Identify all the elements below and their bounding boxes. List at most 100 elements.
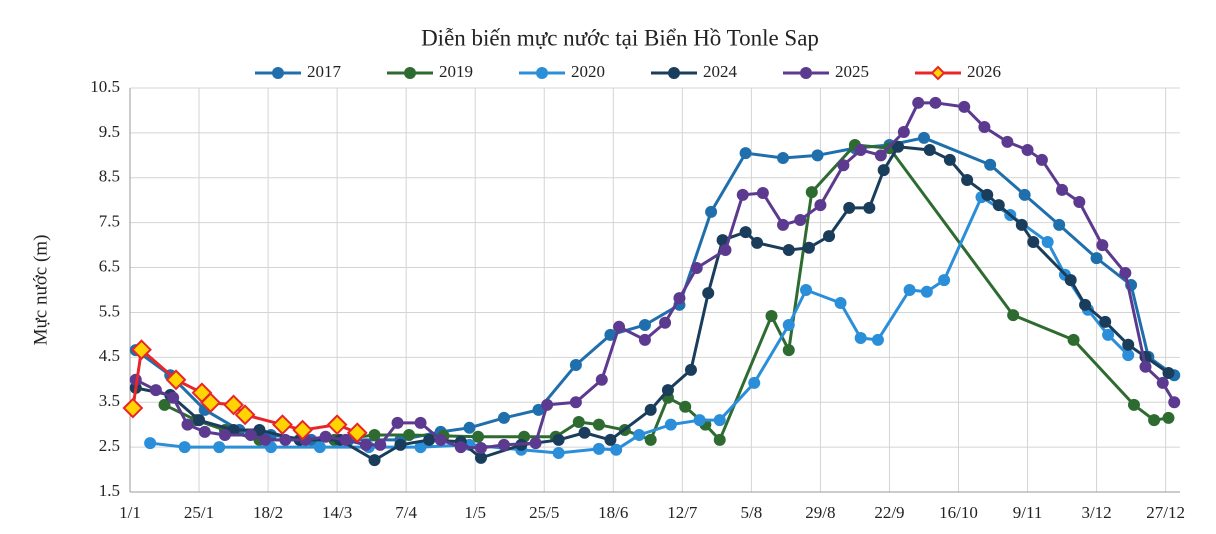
marker xyxy=(1127,398,1140,411)
marker xyxy=(938,274,951,287)
marker xyxy=(716,234,729,247)
marker xyxy=(234,404,256,426)
marker xyxy=(751,236,764,249)
x-tick-label: 22/9 xyxy=(874,503,904,522)
marker xyxy=(346,422,368,444)
marker xyxy=(319,430,332,443)
x-tick-label: 1/1 xyxy=(119,503,141,522)
marker xyxy=(664,418,677,431)
y-tick-label: 10.5 xyxy=(90,77,120,96)
legend-label: 2026 xyxy=(967,62,1001,81)
marker xyxy=(782,344,795,357)
x-tick-label: 14/3 xyxy=(322,503,352,522)
marker xyxy=(1156,376,1169,389)
marker xyxy=(782,244,795,257)
marker xyxy=(713,414,726,427)
marker xyxy=(423,433,436,446)
marker xyxy=(659,316,672,329)
marker xyxy=(756,187,769,200)
legend-label: 2025 xyxy=(835,62,869,81)
marker xyxy=(167,391,180,404)
marker xyxy=(272,414,293,436)
marker xyxy=(569,358,582,371)
marker xyxy=(638,319,651,332)
y-tick-label: 8.5 xyxy=(99,167,120,186)
marker xyxy=(705,205,718,218)
marker xyxy=(811,149,824,162)
marker xyxy=(463,421,476,434)
marker xyxy=(863,201,876,214)
marker xyxy=(1096,239,1109,252)
marker xyxy=(149,384,162,397)
marker xyxy=(917,131,930,144)
x-tick-label: 9/11 xyxy=(1013,503,1043,522)
marker xyxy=(633,428,646,441)
marker xyxy=(223,394,244,416)
x-tick-label: 18/6 xyxy=(598,503,628,522)
x-tick-label: 27/12 xyxy=(1146,503,1185,522)
marker xyxy=(1041,235,1054,248)
marker xyxy=(391,416,404,429)
marker xyxy=(604,328,617,341)
marker xyxy=(1162,367,1175,380)
marker xyxy=(165,369,187,391)
marker xyxy=(644,403,657,416)
marker xyxy=(943,153,956,166)
legend-label: 2019 xyxy=(439,62,473,81)
marker xyxy=(684,363,697,376)
marker xyxy=(1168,396,1181,409)
marker xyxy=(800,284,813,296)
y-tick-label: 7.5 xyxy=(99,212,120,231)
marker xyxy=(472,430,485,443)
marker xyxy=(313,441,326,454)
x-tick-label: 1/5 xyxy=(464,503,486,522)
marker xyxy=(854,143,867,156)
marker xyxy=(218,428,231,441)
legend-marker xyxy=(800,67,812,79)
y-tick-label: 6.5 xyxy=(99,256,120,275)
x-tick-label: 5/8 xyxy=(741,503,763,522)
marker xyxy=(1090,252,1103,265)
marker xyxy=(595,373,608,386)
marker xyxy=(837,159,850,172)
marker xyxy=(638,333,651,346)
marker xyxy=(454,441,467,454)
legend-marker xyxy=(668,67,680,79)
marker xyxy=(1018,188,1031,201)
marker xyxy=(434,433,447,446)
marker xyxy=(1064,274,1077,287)
marker xyxy=(644,433,657,446)
marker xyxy=(854,332,867,345)
marker xyxy=(592,442,605,455)
marker xyxy=(474,451,487,464)
marker xyxy=(578,426,591,439)
marker xyxy=(805,186,818,199)
marker xyxy=(1122,349,1135,362)
marker xyxy=(719,244,732,257)
marker xyxy=(1073,196,1086,209)
marker xyxy=(992,199,1005,212)
marker xyxy=(368,428,381,441)
y-tick-label: 5.5 xyxy=(99,301,120,320)
marker xyxy=(1162,411,1175,424)
marker xyxy=(1021,143,1034,156)
marker xyxy=(122,397,144,419)
marker xyxy=(572,415,585,428)
marker xyxy=(244,428,257,441)
marker xyxy=(131,339,152,361)
y-tick-label: 1.5 xyxy=(99,481,120,500)
marker xyxy=(814,199,827,212)
marker xyxy=(144,437,157,450)
marker xyxy=(874,149,887,162)
marker xyxy=(613,320,626,333)
legend-label: 2020 xyxy=(571,62,605,81)
marker xyxy=(739,147,752,160)
marker xyxy=(777,152,790,165)
marker xyxy=(748,376,761,389)
x-tick-label: 3/12 xyxy=(1081,503,1111,522)
marker xyxy=(1139,360,1152,373)
marker xyxy=(259,433,272,446)
marker xyxy=(923,143,936,156)
